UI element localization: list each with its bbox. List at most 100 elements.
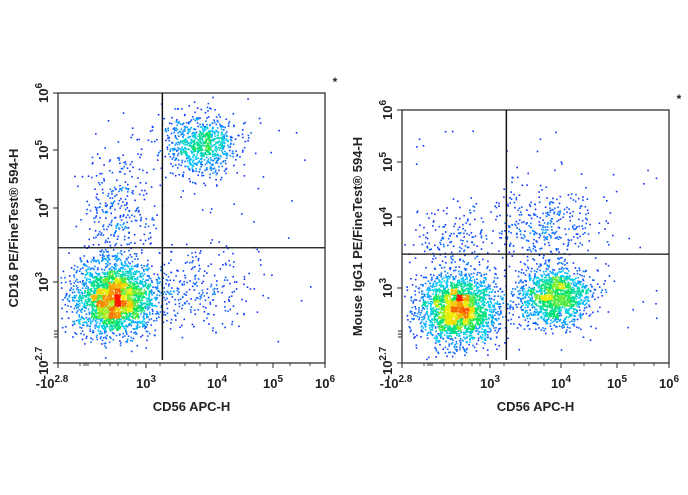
- data-point: [109, 317, 111, 319]
- data-point: [183, 284, 185, 286]
- data-point: [206, 292, 208, 294]
- data-point: [62, 299, 64, 301]
- data-point: [196, 297, 198, 299]
- data-point: [208, 297, 210, 299]
- data-point: [97, 305, 99, 307]
- data-point: [208, 144, 210, 146]
- data-point: [98, 316, 100, 318]
- data-point: [291, 200, 293, 202]
- data-point: [219, 158, 221, 160]
- data-point: [142, 295, 144, 297]
- data-point: [437, 282, 439, 284]
- data-point: [173, 150, 175, 152]
- data-point: [86, 285, 88, 287]
- data-point: [111, 225, 113, 227]
- data-point: [73, 274, 75, 276]
- data-point: [478, 286, 480, 288]
- data-point: [182, 146, 184, 148]
- data-point: [492, 304, 494, 306]
- data-point: [110, 312, 112, 314]
- data-point: [96, 273, 98, 275]
- data-point: [459, 266, 461, 268]
- data-point: [230, 146, 232, 148]
- data-point: [242, 137, 244, 139]
- data-point: [449, 276, 451, 278]
- data-point: [105, 331, 107, 333]
- data-point: [94, 277, 96, 279]
- data-point: [230, 139, 232, 141]
- data-point: [153, 320, 155, 322]
- data-point: [104, 300, 106, 302]
- data-point: [113, 268, 115, 270]
- data-point: [212, 163, 214, 165]
- data-point: [145, 322, 147, 324]
- data-point: [169, 122, 171, 124]
- data-point: [115, 309, 117, 311]
- data-point: [194, 120, 196, 122]
- data-point: [146, 340, 148, 342]
- data-point: [102, 285, 104, 287]
- data-point: [485, 340, 487, 342]
- data-point: [151, 186, 153, 188]
- data-point: [114, 295, 116, 297]
- data-point: [222, 323, 224, 325]
- data-point: [67, 298, 69, 300]
- data-point: [87, 289, 89, 291]
- data-point: [216, 185, 218, 187]
- data-point: [229, 265, 231, 267]
- data-point: [72, 289, 74, 291]
- data-point: [152, 286, 154, 288]
- data-point: [166, 320, 168, 322]
- data-point: [150, 237, 152, 239]
- data-point: [153, 169, 155, 171]
- data-point: [137, 258, 139, 260]
- data-point: [484, 343, 486, 345]
- data-point: [198, 260, 200, 262]
- data-point: [107, 226, 109, 228]
- data-point: [445, 320, 447, 322]
- data-point: [108, 120, 110, 122]
- data-point: [438, 309, 440, 311]
- data-point: [80, 333, 82, 335]
- data-point: [100, 276, 102, 278]
- data-point: [211, 146, 213, 148]
- data-point: [114, 196, 116, 198]
- data-point: [111, 316, 113, 318]
- data-point: [114, 209, 116, 211]
- data-point: [128, 284, 130, 286]
- data-point: [167, 138, 169, 140]
- data-point: [132, 290, 134, 292]
- data-point: [142, 170, 144, 172]
- data-point: [213, 139, 215, 141]
- data-point: [130, 278, 132, 280]
- data-point: [488, 284, 490, 286]
- data-point: [125, 288, 127, 290]
- data-point: [126, 316, 128, 318]
- data-point: [76, 272, 78, 274]
- data-point: [206, 272, 208, 274]
- data-point: [135, 328, 137, 330]
- data-point: [72, 325, 74, 327]
- data-point: [222, 126, 224, 128]
- data-point: [138, 286, 140, 288]
- data-point: [89, 267, 91, 269]
- data-point: [109, 315, 111, 317]
- data-point: [76, 226, 78, 228]
- data-point: [133, 300, 135, 302]
- data-point: [189, 178, 191, 180]
- data-point: [164, 291, 166, 293]
- data-point: [222, 264, 224, 266]
- data-point: [98, 282, 100, 284]
- data-point: [101, 295, 103, 297]
- data-point: [128, 266, 130, 268]
- data-point: [163, 297, 165, 299]
- data-point: [489, 327, 491, 329]
- data-point: [128, 300, 130, 302]
- data-point: [191, 119, 193, 121]
- data-point: [214, 291, 216, 293]
- data-point: [109, 319, 111, 321]
- data-point: [120, 215, 122, 217]
- data-point: [203, 183, 205, 185]
- data-point: [137, 297, 139, 299]
- data-point: [86, 201, 88, 203]
